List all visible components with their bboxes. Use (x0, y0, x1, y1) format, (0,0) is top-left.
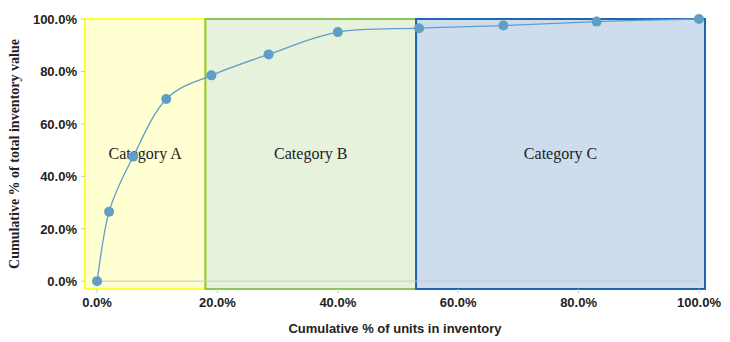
data-point (92, 276, 102, 286)
data-point (414, 23, 424, 33)
y-tick (81, 228, 85, 229)
y-tick-label: 40.0% (40, 169, 77, 184)
y-tick-label: 0.0% (47, 274, 77, 289)
x-tick-label: 40.0% (319, 295, 356, 310)
series-group (92, 14, 704, 286)
data-point (333, 27, 343, 37)
x-tick (97, 289, 98, 293)
data-point (694, 14, 704, 24)
x-tick (578, 289, 579, 293)
data-point (104, 207, 114, 217)
x-tick-label: 0.0% (82, 295, 112, 310)
x-tick-label: 60.0% (440, 295, 477, 310)
baseline (97, 281, 699, 282)
x-tick-label: 100.0% (677, 295, 722, 310)
y-tick (81, 71, 85, 72)
x-tick (217, 289, 218, 293)
data-point (264, 49, 274, 59)
plot-frame (85, 19, 705, 289)
y-tick-label: 60.0% (40, 117, 77, 132)
y-tick-label: 20.0% (40, 222, 77, 237)
chart: 0.0% 20.0% 40.0% 60.0% 80.0% 100.0% 0.0% 20.0% 4… (0, 0, 730, 342)
data-point (498, 21, 508, 31)
x-axis-title: Cumulative % of units in inventory (288, 321, 502, 336)
x-tick (698, 289, 699, 293)
data-point (206, 70, 216, 80)
category-label: Category A (109, 145, 183, 163)
data-point (161, 94, 171, 104)
y-tick (81, 19, 85, 20)
y-tick-label: 100.0% (33, 12, 78, 27)
x-tick (337, 289, 338, 293)
x-tick (458, 289, 459, 293)
y-tick-label: 80.0% (40, 64, 77, 79)
data-point (592, 17, 602, 27)
category-region (85, 19, 205, 289)
category-region (416, 19, 705, 289)
x-tick-label: 20.0% (199, 295, 236, 310)
y-axis-title: Cumulative % of total inventory value (7, 39, 22, 269)
y-tick (81, 281, 85, 282)
category-label: Category B (274, 145, 347, 163)
category-region (205, 19, 416, 289)
y-tick (81, 176, 85, 177)
category-label: Category C (524, 145, 597, 163)
y-tick (81, 123, 85, 124)
series-line (97, 19, 699, 281)
x-tick-label: 80.0% (560, 295, 597, 310)
data-point (128, 152, 138, 162)
